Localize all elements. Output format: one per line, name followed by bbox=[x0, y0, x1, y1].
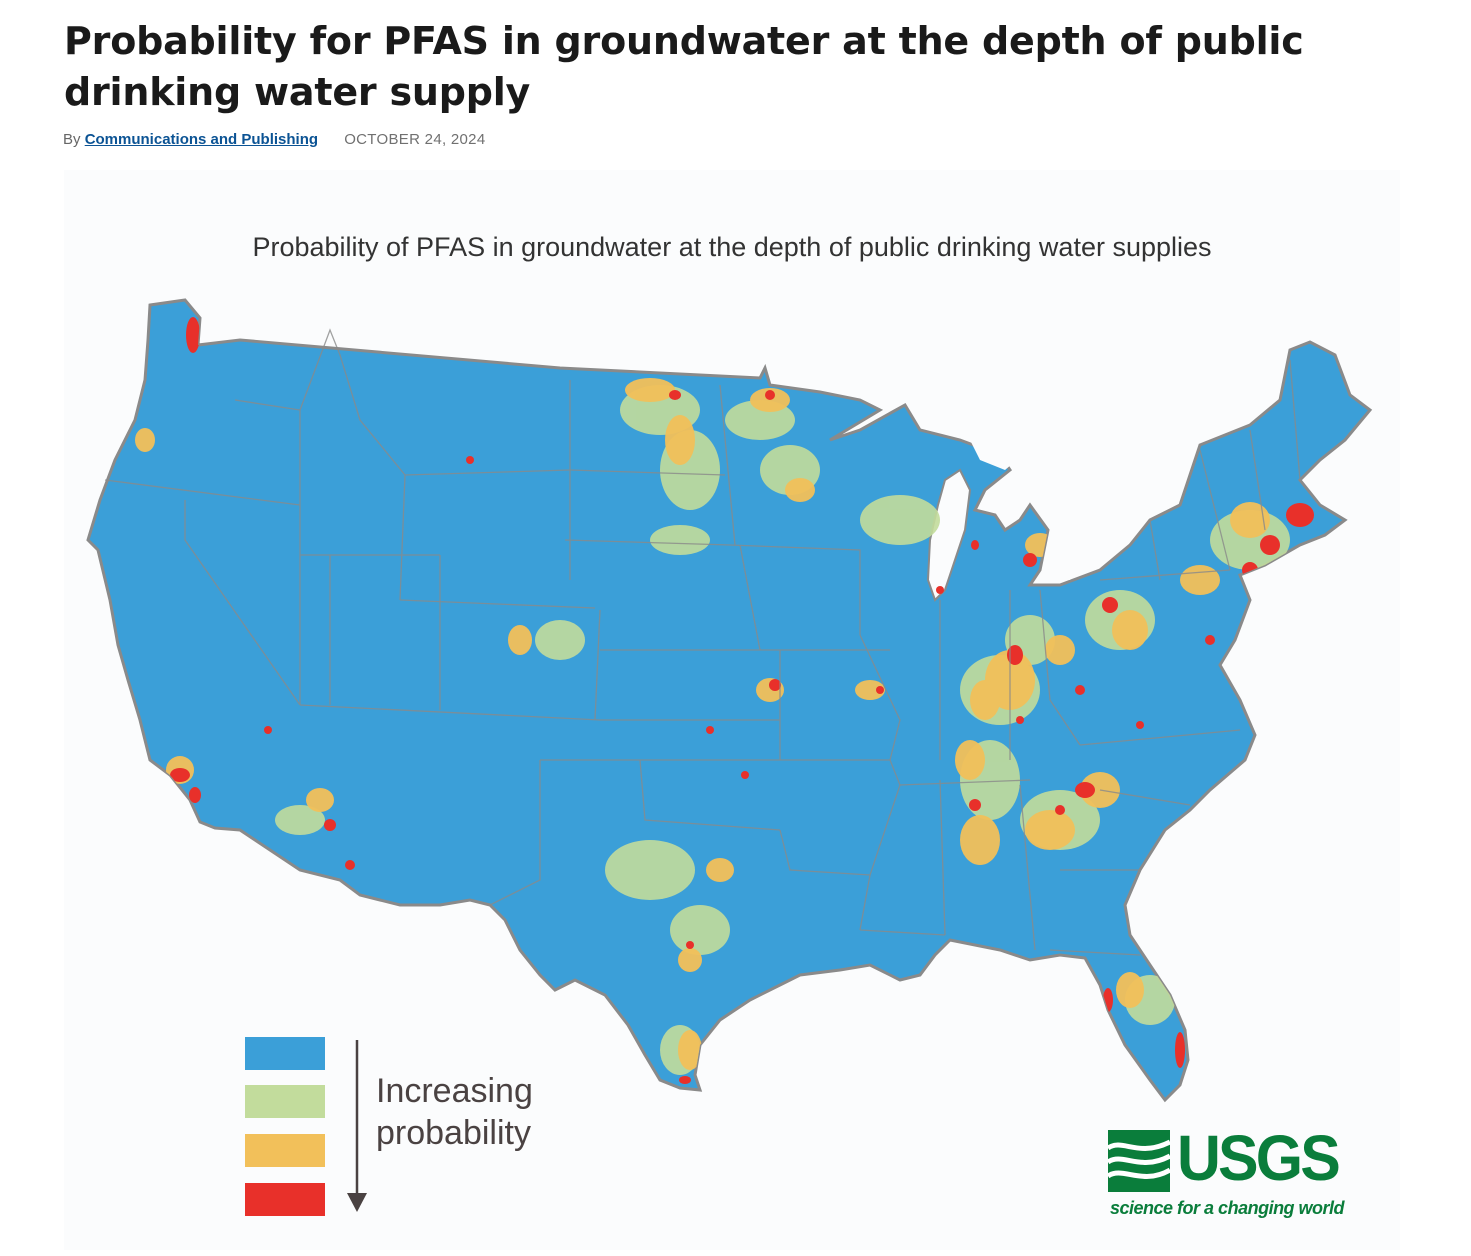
lake-erie bbox=[1045, 545, 1080, 580]
publish-date: OCTOBER 24, 2024 bbox=[344, 131, 486, 148]
figure-title: Probability of PFAS in groundwater at th… bbox=[252, 232, 1212, 262]
usgs-wordmark: USGS bbox=[1177, 1122, 1341, 1194]
byline-prefix: By bbox=[63, 131, 81, 148]
legend-swatch-moderate-high bbox=[245, 1134, 325, 1167]
legend-label-line2: probability bbox=[376, 1114, 531, 1152]
usgs-tagline: science for a changing world bbox=[1110, 1198, 1345, 1218]
legend-label-line1: Increasing bbox=[376, 1072, 533, 1110]
orange-patches bbox=[135, 378, 1270, 1070]
legend-swatch-low bbox=[245, 1037, 325, 1070]
author-link[interactable]: Communications and Publishing bbox=[84, 131, 319, 148]
byline: By Communications and Publishing OCTOBER… bbox=[63, 131, 485, 148]
legend-swatch-moderate-low bbox=[245, 1085, 325, 1118]
red-patches bbox=[170, 317, 1314, 1084]
state-borders bbox=[104, 328, 1301, 956]
legend-swatch-high bbox=[245, 1183, 325, 1216]
page-title: Probability for PFAS in groundwater at t… bbox=[64, 19, 1304, 114]
legend-label: Increasing probability bbox=[376, 1070, 576, 1154]
down-arrow-icon bbox=[347, 1040, 367, 1212]
probability-patterns bbox=[135, 317, 1314, 1084]
usgs-wave-icon bbox=[1108, 1130, 1170, 1192]
lake-superior-gap bbox=[970, 430, 1040, 470]
